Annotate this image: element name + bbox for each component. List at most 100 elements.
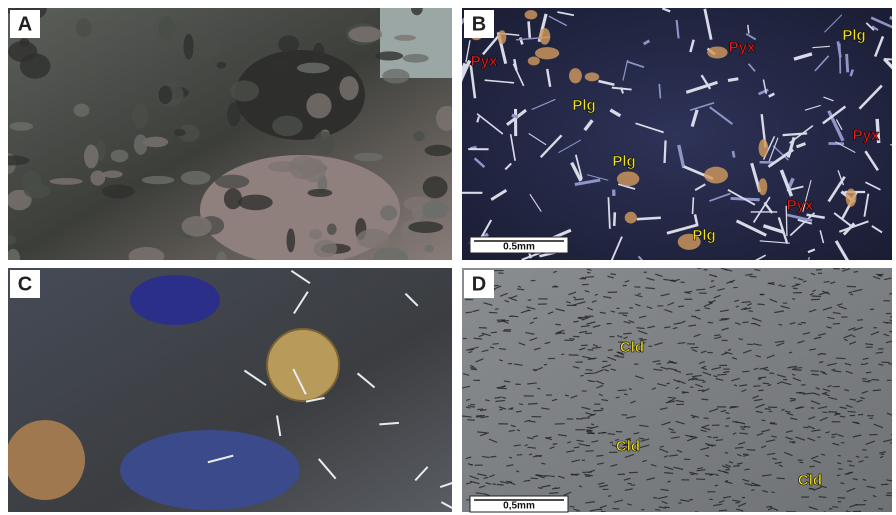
mineral-label: Cld bbox=[616, 438, 640, 455]
texture bbox=[592, 344, 599, 348]
texture bbox=[849, 398, 857, 401]
texture bbox=[646, 277, 655, 281]
texture bbox=[883, 57, 892, 70]
texture bbox=[866, 485, 876, 489]
texture bbox=[695, 383, 703, 388]
texture bbox=[672, 326, 678, 330]
texture bbox=[762, 490, 769, 493]
texture bbox=[761, 429, 771, 433]
texture bbox=[722, 495, 732, 499]
texture bbox=[609, 108, 622, 118]
texture bbox=[785, 205, 788, 237]
texture bbox=[848, 327, 856, 331]
texture bbox=[174, 128, 186, 137]
texture bbox=[424, 244, 434, 253]
texture bbox=[238, 194, 273, 211]
texture bbox=[576, 439, 584, 442]
texture bbox=[695, 478, 706, 481]
texture bbox=[677, 144, 686, 169]
texture bbox=[180, 170, 211, 185]
texture bbox=[825, 431, 830, 434]
texture bbox=[797, 218, 813, 225]
texture bbox=[728, 461, 734, 464]
texture bbox=[666, 361, 674, 364]
texture bbox=[622, 59, 629, 81]
texture bbox=[566, 449, 575, 453]
texture bbox=[462, 385, 471, 389]
texture bbox=[509, 134, 516, 161]
texture bbox=[747, 24, 750, 34]
texture bbox=[635, 122, 664, 134]
texture bbox=[774, 461, 783, 465]
texture bbox=[889, 442, 892, 444]
texture bbox=[677, 342, 686, 345]
texture bbox=[809, 292, 814, 296]
texture bbox=[714, 484, 719, 487]
texture bbox=[8, 155, 30, 166]
texture bbox=[747, 302, 753, 306]
texture bbox=[499, 292, 508, 297]
texture bbox=[767, 452, 776, 456]
texture bbox=[762, 224, 784, 234]
texture bbox=[479, 432, 489, 437]
texture bbox=[865, 371, 872, 374]
texture bbox=[778, 464, 784, 468]
texture bbox=[720, 409, 727, 413]
texture bbox=[402, 53, 429, 63]
texture bbox=[700, 446, 710, 451]
texture bbox=[886, 321, 892, 324]
panel-letter: A B C D bbox=[10, 10, 494, 298]
texture bbox=[158, 85, 173, 105]
texture bbox=[243, 369, 267, 387]
texture bbox=[735, 219, 767, 237]
texture bbox=[465, 311, 473, 314]
texture bbox=[414, 466, 429, 482]
texture bbox=[689, 102, 715, 111]
texture bbox=[636, 327, 645, 330]
texture bbox=[661, 421, 671, 426]
texture bbox=[673, 466, 684, 471]
texture bbox=[656, 383, 667, 387]
texture bbox=[709, 192, 731, 202]
texture bbox=[838, 468, 843, 470]
texture bbox=[553, 270, 558, 274]
texture bbox=[307, 188, 333, 197]
texture bbox=[8, 189, 32, 211]
texture bbox=[766, 505, 772, 508]
texture bbox=[623, 393, 628, 396]
texture bbox=[623, 320, 631, 324]
texture bbox=[481, 34, 501, 56]
texture bbox=[689, 471, 699, 475]
texture bbox=[871, 225, 883, 234]
texture bbox=[547, 311, 554, 315]
texture bbox=[721, 465, 730, 469]
texture bbox=[836, 303, 843, 306]
texture bbox=[817, 332, 826, 337]
texture bbox=[818, 496, 827, 499]
texture bbox=[675, 19, 680, 39]
texture bbox=[811, 429, 821, 432]
texture bbox=[8, 248, 21, 260]
texture bbox=[508, 456, 513, 459]
texture bbox=[574, 298, 584, 301]
mineral-label: Pyx bbox=[471, 53, 498, 70]
texture bbox=[532, 434, 539, 438]
texture bbox=[864, 362, 869, 365]
texture bbox=[731, 377, 740, 382]
texture bbox=[754, 323, 761, 327]
texture bbox=[229, 80, 260, 102]
texture bbox=[702, 381, 706, 383]
texture bbox=[470, 364, 475, 368]
texture bbox=[880, 453, 885, 456]
texture bbox=[693, 333, 701, 338]
texture bbox=[723, 370, 730, 374]
texture bbox=[845, 404, 853, 408]
texture bbox=[754, 398, 763, 402]
texture bbox=[589, 508, 597, 512]
texture bbox=[845, 53, 850, 73]
texture bbox=[424, 144, 452, 157]
texture bbox=[758, 88, 769, 96]
texture bbox=[422, 201, 449, 219]
texture bbox=[601, 398, 609, 402]
texture bbox=[843, 334, 853, 339]
